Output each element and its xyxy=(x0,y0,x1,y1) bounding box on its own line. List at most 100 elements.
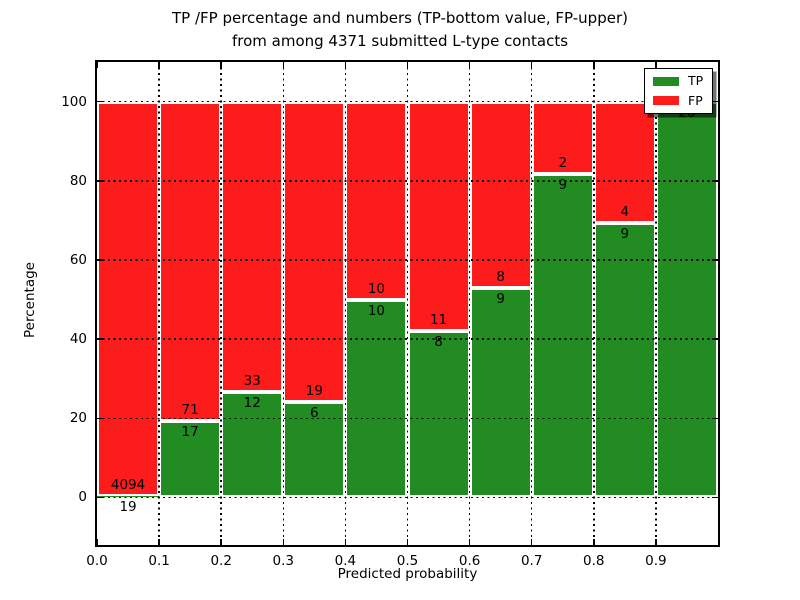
fp-count-label: 19 xyxy=(305,383,323,400)
tp-count-label: 8 xyxy=(434,333,443,350)
y-tick-mark xyxy=(97,338,103,340)
y-tick-mark-right xyxy=(712,417,718,420)
chart-title: TP /FP percentage and numbers (TP-bottom… xyxy=(172,9,628,51)
x-tick-mark-top xyxy=(158,62,160,68)
tp-count-label: 9 xyxy=(496,290,505,307)
legend: TP FP xyxy=(644,68,714,114)
bar-segment-fp xyxy=(469,101,532,288)
x-tick-label: 0.5 xyxy=(396,553,419,569)
x-tick-label: 0.3 xyxy=(272,553,295,569)
bar-segment-tp xyxy=(221,391,284,498)
fp-legend-label: FP xyxy=(688,92,703,108)
y-tick-label: 100 xyxy=(61,93,87,110)
x-tick-mark-top xyxy=(468,62,471,68)
x-tick-mark xyxy=(220,539,222,545)
fp-count-label: 71 xyxy=(181,402,199,418)
tp-count-label: 17 xyxy=(181,424,199,440)
gridline-vertical xyxy=(593,62,595,545)
fp-count-label: 10 xyxy=(367,280,386,297)
x-tick-mark-top xyxy=(655,62,657,68)
bar-segment-tp xyxy=(159,421,222,498)
bar-segment-fp xyxy=(345,101,408,300)
y-tick-label: 60 xyxy=(69,251,87,268)
bar-segment-tp xyxy=(407,330,470,498)
x-tick-label: 0.8 xyxy=(583,553,605,569)
fp-count-label: 4 xyxy=(620,204,630,221)
tp-count-label: 9 xyxy=(558,176,568,193)
y-tick-label: 40 xyxy=(69,331,87,348)
bar-segment-fp xyxy=(159,101,222,421)
bar-segment-fp xyxy=(593,101,656,224)
y-tick-mark xyxy=(97,180,103,182)
y-tick-mark xyxy=(97,259,103,261)
legend-item-fp: FP xyxy=(653,92,703,108)
bar-segment-tp xyxy=(469,287,532,498)
legend-item-tp: TP xyxy=(653,73,704,88)
bar-segment-tp xyxy=(345,299,408,498)
gridline-vertical xyxy=(282,62,285,545)
fp-count-label: 8 xyxy=(496,268,505,285)
x-tick-label: 0.2 xyxy=(210,553,232,569)
bar-segment-tp xyxy=(593,223,656,498)
x-tick-mark-top xyxy=(96,62,98,68)
y-tick-mark-right xyxy=(712,100,718,103)
y-tick-label: 0 xyxy=(78,489,87,506)
x-tick-mark xyxy=(406,539,409,545)
fp-count-label: 11 xyxy=(429,311,448,328)
gridline-vertical xyxy=(344,62,347,545)
bar-segment-tp xyxy=(97,495,160,498)
x-tick-mark-top xyxy=(344,62,347,68)
x-tick-mark xyxy=(468,539,471,545)
x-tick-label: 0.6 xyxy=(458,553,481,569)
x-tick-mark xyxy=(96,539,98,545)
x-tick-label: 0.7 xyxy=(520,553,543,569)
y-tick-mark-right xyxy=(712,338,718,340)
x-axis-label: Predicted probability xyxy=(337,566,478,582)
x-tick-mark xyxy=(530,539,533,545)
gridline-vertical xyxy=(468,62,471,545)
x-tick-label: 0.1 xyxy=(148,553,170,569)
x-tick-label: 0.9 xyxy=(645,553,667,569)
bar-segment-fp xyxy=(407,101,470,331)
y-tick-label: 20 xyxy=(69,410,87,427)
x-tick-mark-top xyxy=(530,62,533,68)
y-axis-label: Percentage xyxy=(22,262,38,338)
gridline-vertical xyxy=(655,62,657,545)
gridline-vertical xyxy=(406,62,409,545)
gridline-vertical xyxy=(220,62,222,545)
fp-count-label: 33 xyxy=(243,372,261,389)
bar-segment-tp xyxy=(531,173,594,498)
tp-count-label: 19 xyxy=(119,498,137,515)
fp-count-label: 2 xyxy=(558,154,568,171)
y-tick-mark xyxy=(97,496,103,499)
y-tick-mark xyxy=(97,417,103,420)
x-tick-mark xyxy=(282,539,285,545)
bar-segment-fp xyxy=(531,101,594,174)
fp-swatch-icon xyxy=(653,96,679,106)
bar-segment-fp xyxy=(283,101,346,403)
x-tick-mark xyxy=(344,539,347,545)
x-tick-mark-top xyxy=(282,62,285,68)
x-tick-mark-top xyxy=(406,62,409,68)
x-tick-mark xyxy=(655,539,657,545)
gridline-vertical xyxy=(158,62,160,545)
tp-count-label: 12 xyxy=(243,394,261,411)
tp-count-label: 10 xyxy=(367,302,386,319)
tp-swatch-icon xyxy=(653,76,679,86)
tp-legend-label: TP xyxy=(688,73,704,88)
y-tick-label: 80 xyxy=(69,172,87,189)
y-tick-mark xyxy=(97,100,103,103)
tp-count-label: 9 xyxy=(620,226,630,243)
x-tick-mark xyxy=(593,539,595,545)
tp-count-label: 6 xyxy=(310,405,319,422)
plot-area: 4094 19 71 17 33 12 19 6 10 10 11 8 8 9 2 9 4 9 20 0.0 0.1 0.… xyxy=(61,60,720,569)
x-tick-label: 0.4 xyxy=(334,553,357,569)
x-tick-label: 0.0 xyxy=(86,553,108,569)
y-tick-mark-right xyxy=(712,259,718,261)
fp-count-label: 4094 xyxy=(110,476,146,493)
y-tick-mark-right xyxy=(712,180,718,182)
y-tick-mark-right xyxy=(712,496,718,499)
bar-segment-fp xyxy=(97,101,160,496)
x-tick-mark xyxy=(158,539,160,545)
